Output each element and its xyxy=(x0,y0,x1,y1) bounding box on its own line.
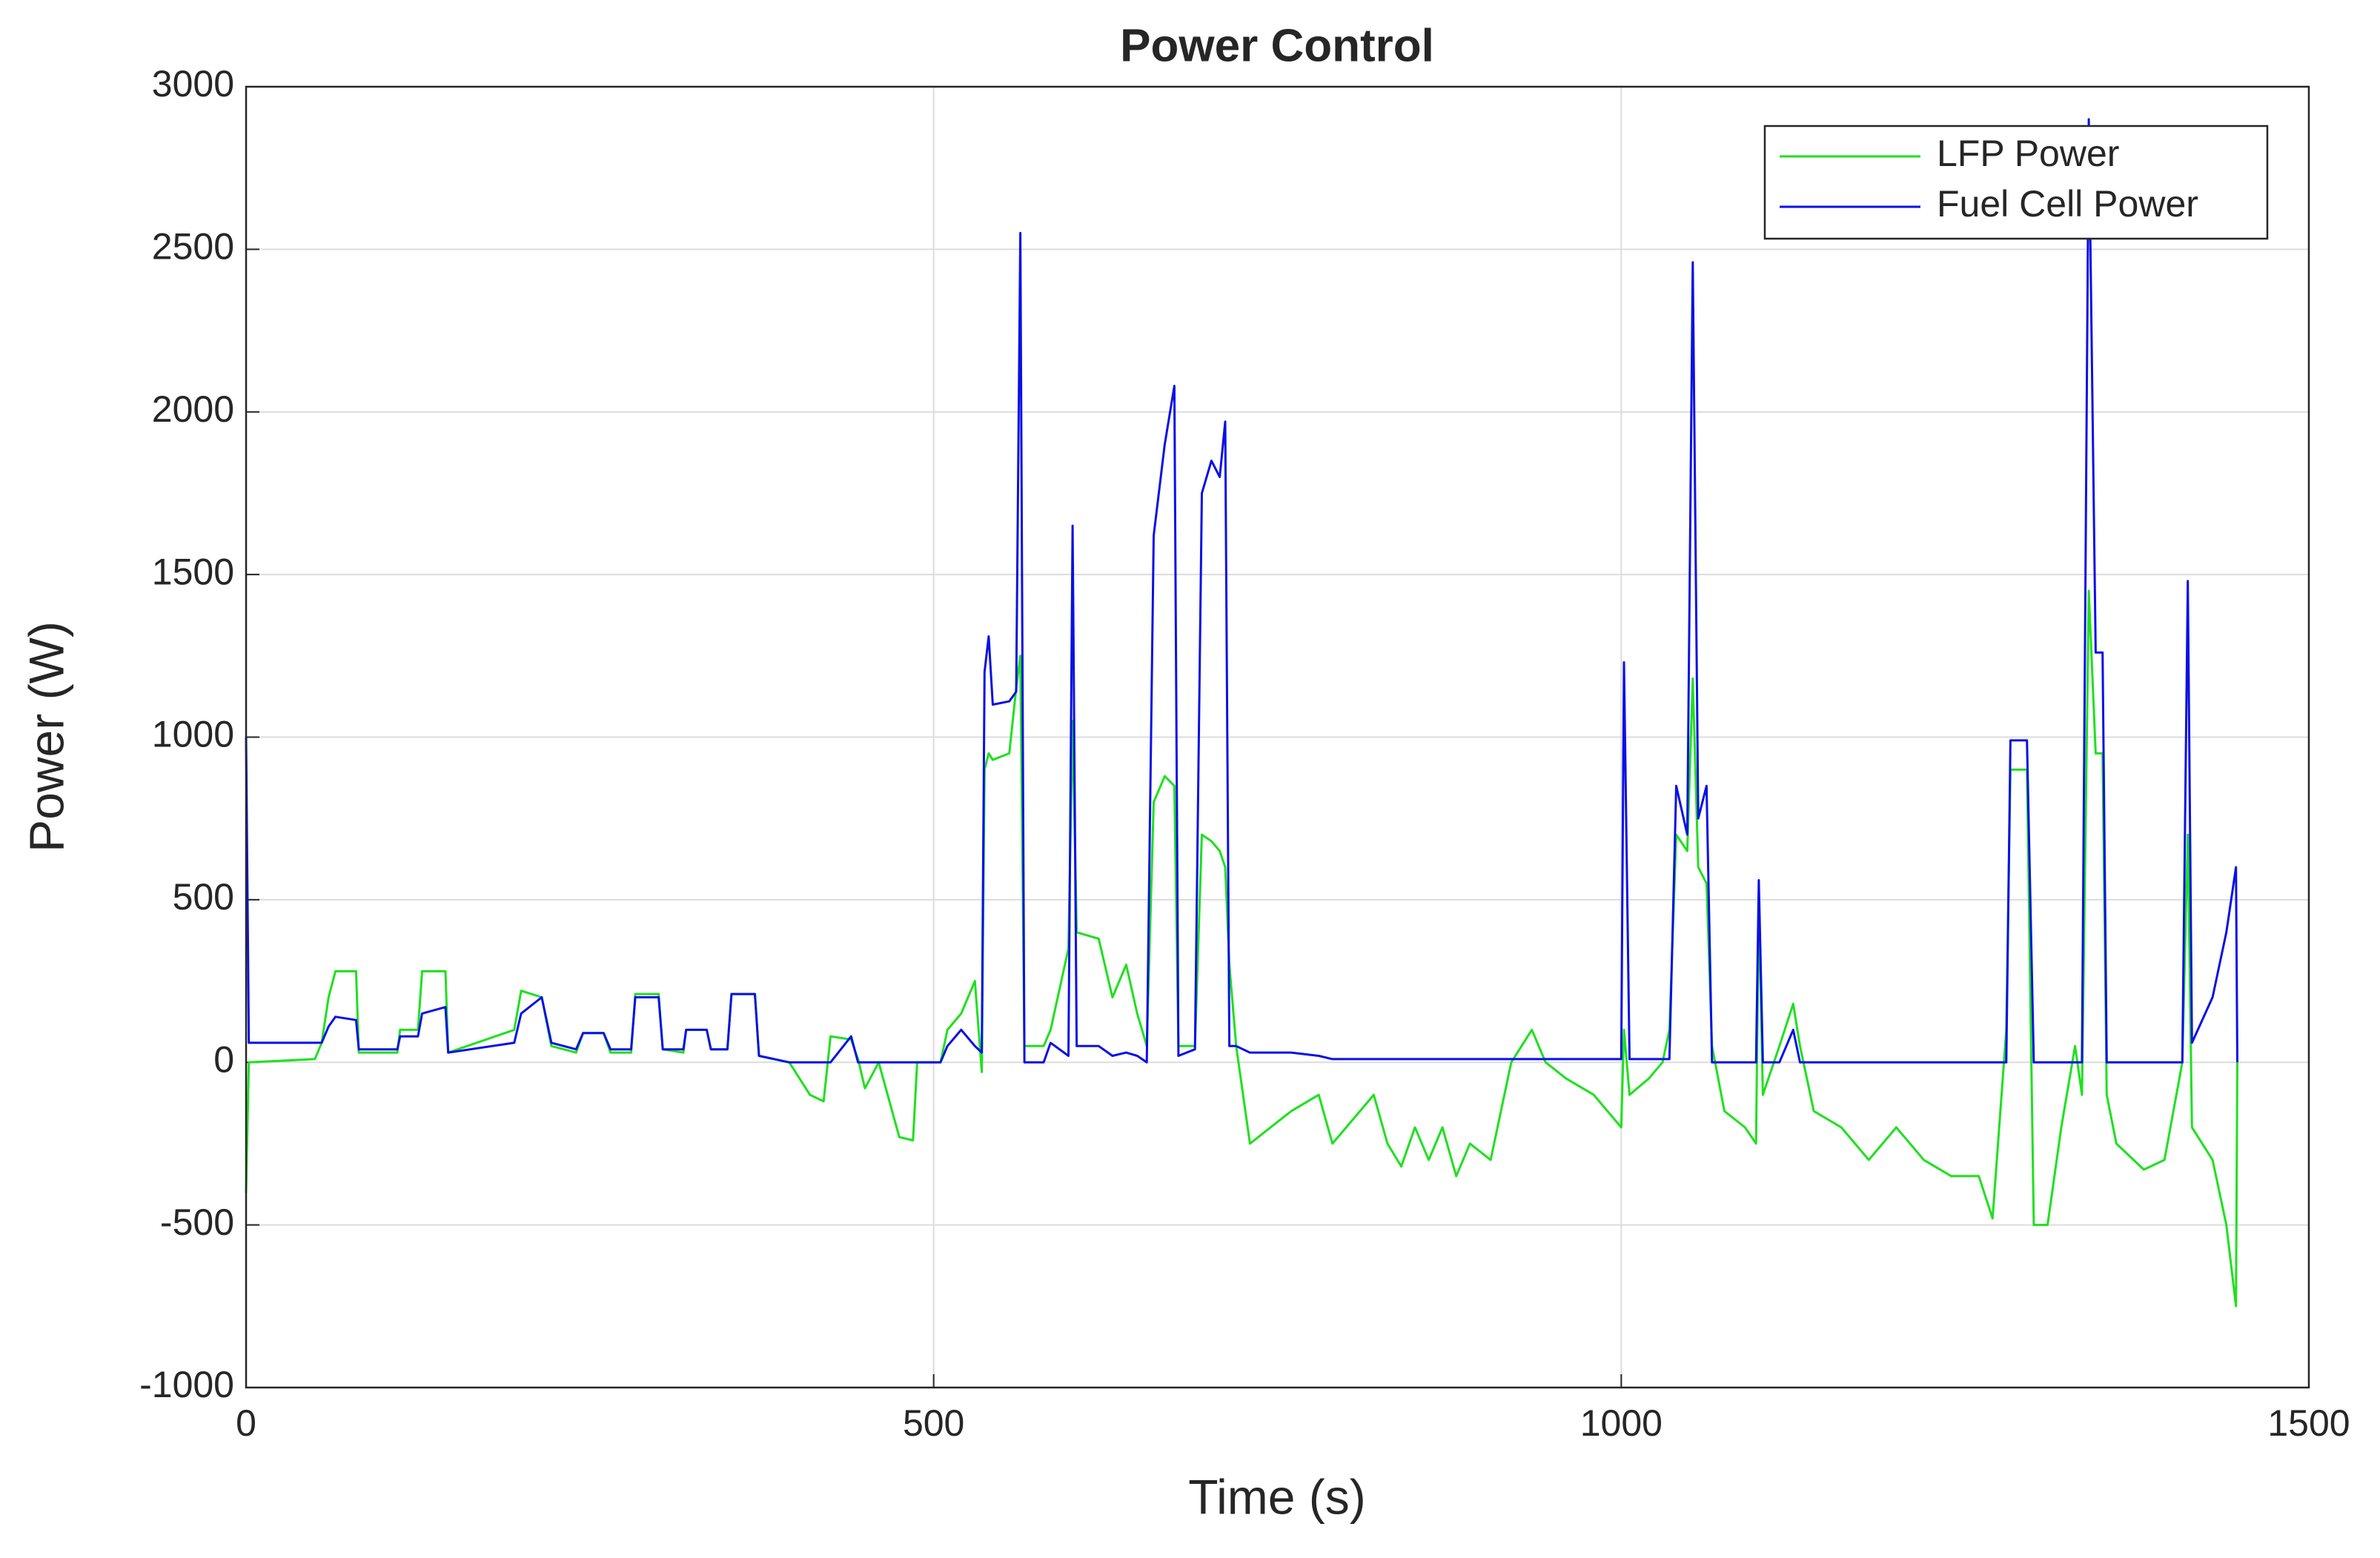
data-line xyxy=(245,118,2238,1064)
y-tick-label: -1000 xyxy=(139,1364,234,1405)
legend-label: Fuel Cell Power xyxy=(1937,183,2198,225)
legend-box xyxy=(1763,125,2269,240)
y-tick-label: -500 xyxy=(160,1201,234,1243)
legend: LFP Power Fuel Cell Power xyxy=(1763,125,2269,240)
x-tick-label: 0 xyxy=(236,1402,256,1444)
y-axis-label: Power (W) xyxy=(19,621,73,852)
x-tick-label: 500 xyxy=(903,1402,964,1444)
legend-label: LFP Power xyxy=(1937,133,2119,174)
x-axis-label: Time (s) xyxy=(1188,1469,1366,1524)
x-tick-label: 1500 xyxy=(2267,1402,2350,1444)
y-tick-label: 2000 xyxy=(152,388,234,430)
y-tick-label: 3000 xyxy=(152,63,234,105)
x-tick-label: 1000 xyxy=(1580,1402,1663,1444)
chart-title: Power Control xyxy=(1120,20,1434,71)
y-tick-label: 2500 xyxy=(152,226,234,268)
y-tick-label: 0 xyxy=(213,1038,234,1080)
axes-box xyxy=(245,85,2310,1389)
y-tick-label: 1500 xyxy=(152,551,234,592)
y-tick-label: 1000 xyxy=(152,714,234,755)
y-tick-label: 500 xyxy=(173,876,234,918)
